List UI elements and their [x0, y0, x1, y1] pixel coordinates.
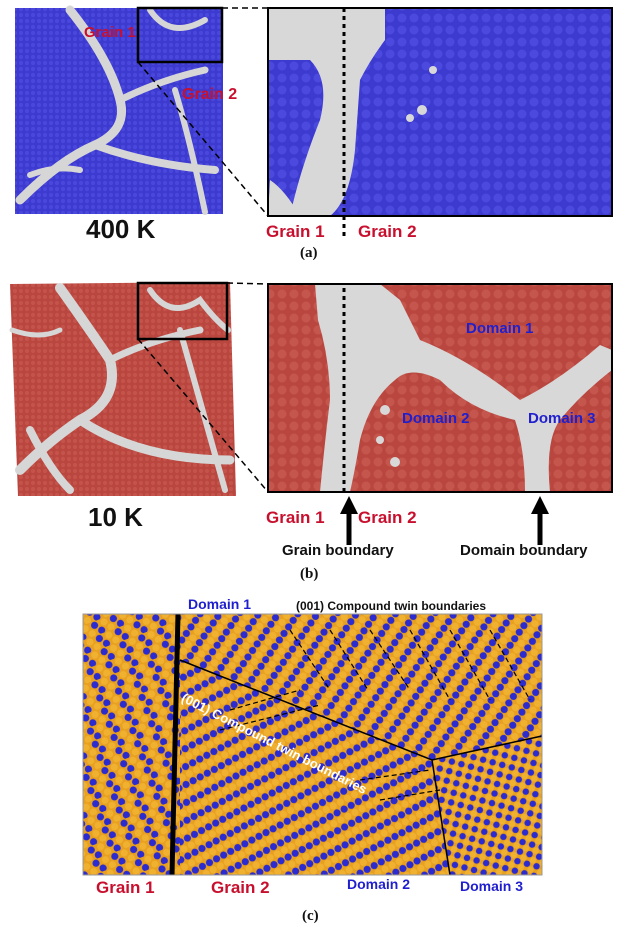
panel-a-temperature: 400 K	[86, 214, 156, 244]
panel-c-caption: (c)	[302, 908, 319, 924]
panel-c-domain2-label: Domain 2	[347, 876, 411, 892]
panel-b-grain1-label: Grain 1	[266, 508, 325, 527]
panel-c-grain2-label: Grain 2	[211, 878, 270, 897]
panel-b-left-image	[9, 281, 236, 496]
twin-boundary-dashes	[219, 629, 531, 801]
grain-boundary-arrow	[340, 496, 358, 545]
zoom-connector-b-bottom	[137, 338, 269, 493]
panel-c-image	[82, 613, 543, 876]
panel-c-twin-top-label: (001) Compound twin boundaries	[296, 599, 487, 613]
panel-c-domain1-label: Domain 1	[188, 596, 252, 612]
panel-b-domain3-label: Domain 3	[528, 410, 596, 427]
panel-c-grain-boundary-line	[169, 613, 181, 876]
panel-a-left-image	[15, 5, 224, 215]
panel-b-temperature: 10 K	[88, 502, 143, 532]
domain-boundary-arrow	[531, 496, 549, 545]
panel-a-right-grain1-label: Grain 1	[266, 222, 325, 241]
domain-boundary-label: Domain boundary	[460, 542, 588, 559]
panel-c-domain3-label: Domain 3	[460, 878, 524, 894]
panel-b-grain-boundaries	[9, 283, 235, 494]
panel-a-right-grain2-label: Grain 2	[358, 222, 417, 241]
zoom-connector-a-bottom	[137, 61, 269, 217]
panel-a-right-image	[267, 7, 613, 240]
zoom-connector-b-top	[226, 282, 269, 285]
panel-b-domain1-label: Domain 1	[466, 320, 534, 337]
panel-b-right-image	[267, 283, 613, 493]
panel-c-grain1-label: Grain 1	[96, 878, 155, 897]
panel-a-left-grain1-label: Grain 1	[84, 24, 136, 41]
panel-a-left-grain2-label: Grain 2	[182, 86, 238, 103]
panel-a-caption: (a)	[300, 245, 318, 261]
zoom-box-b	[136, 281, 229, 341]
panel-b-caption: (b)	[300, 566, 319, 582]
grain-boundary-label: Grain boundary	[282, 542, 394, 559]
zoom-box-a	[136, 6, 224, 64]
panel-b-grain2-label: Grain 2	[358, 508, 417, 527]
panel-a-grain-boundaries	[15, 5, 219, 215]
panel-b-domain2-label: Domain 2	[402, 410, 470, 427]
